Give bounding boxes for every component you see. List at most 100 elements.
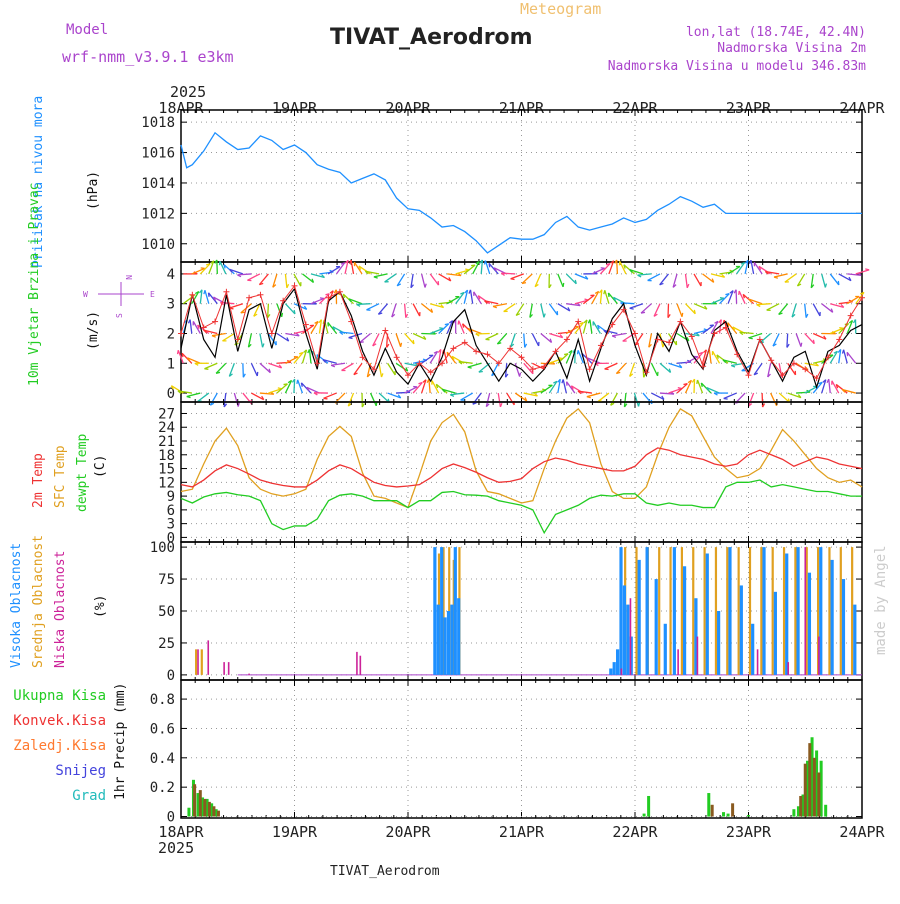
precip-conv-bar — [804, 764, 807, 817]
cloud-low-bar — [360, 656, 362, 675]
precip-frozen-label: Zaledj.Kisa — [13, 738, 106, 754]
wind-arrow — [268, 304, 269, 318]
cloud-high-bar — [728, 547, 731, 675]
cloud-high-bar — [646, 547, 649, 675]
precip-total-bar — [722, 812, 725, 816]
cloud-mid-bar — [760, 547, 762, 675]
model-altitude-label: Nadmorska Visina u modelu 346.83m — [608, 59, 866, 74]
cloud-mid-bar — [726, 547, 728, 675]
wind-arrow-head — [641, 312, 645, 313]
y-tick-label: 15 — [158, 462, 175, 478]
cloud-high-bar — [740, 585, 743, 674]
cloud-mid-bar — [692, 547, 694, 675]
cloud-high-bar — [808, 573, 811, 675]
y-tick-label: 75 — [158, 572, 175, 588]
wind-arrow — [294, 379, 295, 393]
wind-arrow-head — [401, 343, 402, 347]
cloud-mid-bar — [738, 547, 740, 675]
dew-title: dewpt Temp — [75, 434, 90, 512]
cloud-low-bar — [621, 669, 623, 675]
y-tick-label: 1 — [167, 356, 175, 372]
bottom-date-label: 24APR — [839, 823, 885, 841]
wind-arrow-head — [749, 338, 753, 339]
y-tick-label: 2 — [167, 326, 175, 342]
precip-conv-bar — [212, 806, 215, 816]
cloud-high-bar — [785, 554, 788, 675]
precip-conv-bar — [808, 743, 811, 816]
credit-label: made by Angel — [873, 545, 889, 655]
precip-conv-bar — [208, 802, 211, 817]
bottom-date-label: 20APR — [385, 823, 431, 841]
wind-arrow-head — [511, 279, 515, 280]
wind-arrow-head — [294, 310, 295, 314]
y-tick-label: 3 — [167, 517, 175, 533]
wind-arrow-head — [630, 308, 634, 309]
y-tick-label: 9 — [167, 489, 175, 505]
y-tick-label: 50 — [158, 604, 175, 620]
cloud-high-bar — [450, 605, 453, 675]
wind-arrow — [396, 392, 410, 393]
cloud-high-bar — [619, 547, 622, 675]
y-tick-label: 3 — [167, 297, 175, 313]
lonlat-label: lon,lat (18.74E, 42.4N) — [686, 25, 866, 40]
t2m-title: 2m Temp — [31, 453, 46, 508]
y-tick-label: 0.8 — [150, 692, 175, 708]
cloud-low-bar — [804, 547, 806, 675]
meteogram-label: Meteogram — [520, 0, 601, 18]
wind-arrow-head — [301, 383, 302, 387]
cloud-low-bar — [223, 662, 225, 675]
wind-arrow-head — [284, 384, 288, 385]
wind-arrow-head — [563, 283, 564, 287]
y-tick-label: 1016 — [141, 146, 175, 162]
wind-arrow-head — [694, 310, 695, 314]
wind-arrow-head — [697, 380, 698, 384]
wind-arrow-head — [360, 342, 364, 343]
model-name: wrf-nmm_v3.9.1 e3km — [62, 48, 234, 66]
y-tick-label: 25 — [158, 636, 175, 652]
year-bottom: 2025 — [158, 839, 194, 857]
cloud-low-bar — [677, 649, 679, 675]
wind-arrow-head — [564, 354, 568, 355]
cloud-unit: (%) — [93, 595, 108, 618]
cloud-high-bar — [433, 547, 436, 675]
cloud-high-bar — [717, 611, 720, 675]
cloud-low-bar — [207, 640, 209, 675]
y-tick-label: 0.2 — [150, 780, 175, 796]
cloud-high-bar — [440, 547, 443, 675]
cloud-high-bar — [664, 624, 667, 675]
y-tick-label: 12 — [158, 475, 175, 491]
bottom-date-label: 22APR — [612, 823, 658, 841]
wind-arrow-head — [479, 372, 483, 373]
cloud-mid-bar — [195, 649, 197, 675]
precip-conv-bar — [199, 790, 202, 816]
cloud-high-bar — [683, 566, 686, 675]
precip-total-bar — [792, 809, 795, 816]
cloud-mid-bar — [681, 547, 683, 675]
wind-arrow-head — [182, 353, 183, 357]
cloud-high-bar — [853, 605, 856, 675]
cloud-high-bar — [762, 547, 765, 675]
cloud-high-bar — [437, 605, 440, 675]
wind-arrow-head — [320, 298, 324, 299]
precip-total-label: Ukupna Kisa — [13, 688, 106, 704]
wind-arrow-head — [439, 328, 443, 329]
cloud-mid-bar — [704, 547, 706, 675]
y-tick-label: 1014 — [141, 176, 175, 192]
y-tick-label: 0.4 — [150, 751, 175, 767]
cloud-low-bar — [197, 649, 199, 675]
wind-arrow-head — [178, 350, 179, 354]
y-tick-label: 1012 — [141, 206, 175, 222]
wind-arrow-head — [577, 350, 578, 354]
y-tick-label: 0 — [167, 668, 175, 684]
cloud-high-bar — [796, 547, 799, 675]
cloud-high-bar — [447, 611, 450, 675]
y-tick-label: 18 — [158, 448, 175, 464]
cloud-high-bar — [626, 605, 629, 675]
y-tick-label: 27 — [158, 406, 175, 422]
wind-arrow — [501, 273, 515, 274]
cloud-low-bar — [630, 598, 632, 675]
y-tick-label: 1010 — [141, 237, 175, 253]
precip-total-bar — [707, 793, 710, 816]
cloud-high-bar — [616, 649, 619, 675]
wind-arrow-head — [241, 312, 245, 313]
